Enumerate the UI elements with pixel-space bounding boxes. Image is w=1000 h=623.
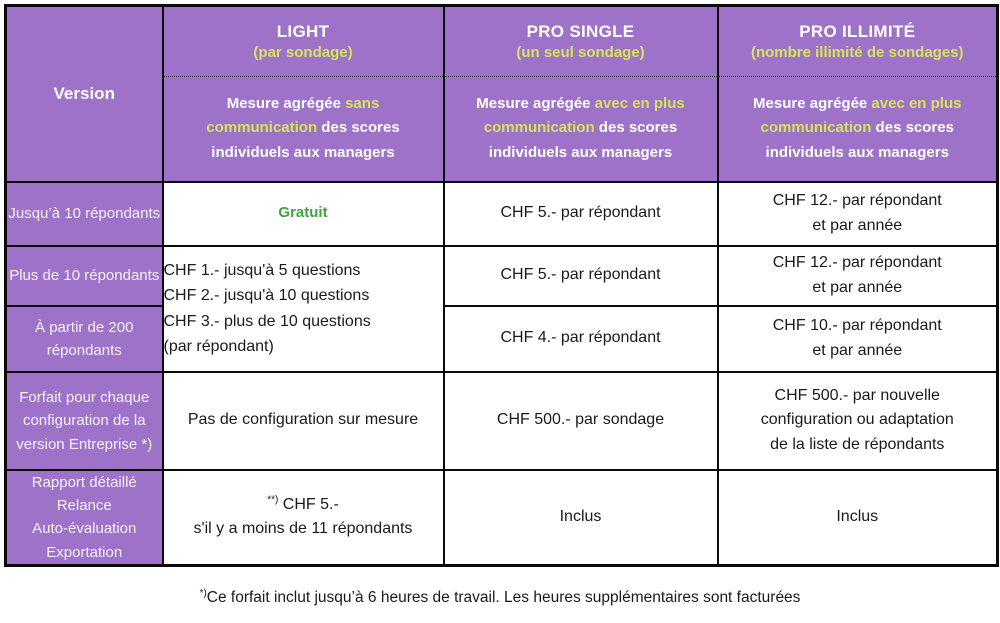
plan-subtitle: (un seul sondage) (516, 44, 645, 61)
row-label: Forfait pour chaque configuration de la … (4, 370, 164, 471)
cell-pro-illimite-r2: CHF 12.- par répondant et par année (716, 244, 999, 307)
row-report-features: Rapport détaillé Relance Auto-évaluation Ex… (4, 468, 999, 567)
price-condition: s'il y a moins de 11 répondants (193, 520, 413, 538)
plan-header-light: LIGHT (par sondage) Mesure agrégée sans … (161, 4, 445, 183)
cell-light-r4: Pas de configuration sur mesure (161, 370, 445, 471)
plan-title: PRO SINGLE (526, 22, 635, 41)
row-more-than-10-respondents: Plus de 10 répondants CHF 1.- jusqu'à 5 … (4, 244, 999, 373)
row-up-to-10-respondents: Jusqu’à 10 répondants Gratuit CHF 5.- pa… (4, 180, 999, 247)
plan-description: Mesure agrégée sans communication des sc… (163, 76, 443, 181)
pricing-table: Version LIGHT (par sondage) Mesure agrég… (4, 4, 999, 567)
desc-highlight: avec en plus communication (483, 95, 685, 137)
cell-pro-single-r1: CHF 5.- par répondant (442, 180, 719, 247)
plan-title: PRO ILLIMITÉ (799, 22, 916, 41)
cell-pro-single-r5: Inclus (442, 468, 719, 567)
row-label: Rapport détaillé Relance Auto-évaluation Ex… (4, 468, 164, 567)
version-header-cell: Version (4, 4, 164, 183)
desc-text: des scores individuels aux managers (765, 119, 954, 161)
cell-light-r1: Gratuit (161, 180, 445, 247)
desc-text: des scores individuels aux managers (211, 119, 400, 161)
cell-pro-single-r2: CHF 5.- par répondant (442, 244, 719, 307)
row-from-200-respondents: À partir de 200 répondants CHF 4.- par r… (4, 304, 999, 373)
desc-highlight: sans communication (206, 95, 380, 137)
desc-text: Mesure agrégée (476, 95, 595, 112)
row-label: Plus de 10 répondants (4, 244, 164, 307)
price-line: **) CHF 5.- (164, 493, 443, 518)
desc-text: des scores individuels aux managers (488, 119, 678, 161)
plan-header-pro-illimite: PRO ILLIMITÉ (nombre illimité de sondage… (716, 4, 999, 183)
plan-header-pro-single: PRO SINGLE (un seul sondage) Mesure agré… (442, 4, 719, 183)
cell-pro-single-r3: CHF 4.- par répondant (442, 304, 719, 373)
plan-title-block: PRO ILLIMITÉ (nombre illimité de sondage… (719, 7, 997, 76)
desc-text: Mesure agrégée (753, 95, 872, 112)
cell-pro-illimite-r5: Inclus (716, 468, 999, 567)
double-asterisk-note: **) (267, 494, 279, 506)
plan-subtitle: (nombre illimité de sondages) (750, 44, 964, 61)
cell-pro-illimite-r4: CHF 500.- par nouvelle configuration ou a… (716, 370, 999, 471)
row-label: Jusqu’à 10 répondants (4, 180, 164, 247)
price-text: CHF 5.- (278, 495, 339, 513)
plan-description: Mesure agrégée avec en plus communicatio… (444, 76, 717, 181)
cell-light-r5: **) CHF 5.- s'il y a moins de 11 réponda… (161, 468, 445, 567)
cell-pro-illimite-r1: CHF 12.- par répondant et par année (716, 180, 999, 247)
plan-description: Mesure agrégée avec en plus communicatio… (718, 76, 996, 181)
cell-pro-illimite-r3: CHF 10.- par répondant et par année (716, 304, 999, 373)
plan-title-block: LIGHT (par sondage) (164, 7, 443, 76)
footnote: *)Ce forfait inclut jusqu’à 6 heures de … (0, 587, 1000, 607)
plan-title: LIGHT (276, 22, 330, 41)
cell-light-merged-r2-r3: CHF 1.- jusqu'à 5 questions CHF 2.- jusqu… (161, 244, 445, 373)
desc-highlight: avec en plus communication (760, 95, 962, 137)
plan-title-block: PRO SINGLE (un seul sondage) (445, 7, 717, 76)
asterisk-note: *) (199, 587, 207, 599)
desc-text: Mesure agrégée (226, 95, 346, 112)
cell-pro-single-r4: CHF 500.- par sondage (442, 370, 719, 471)
row-configuration-fee: Forfait pour chaque configuration de la … (4, 370, 999, 471)
header-row: Version LIGHT (par sondage) Mesure agrég… (4, 4, 999, 183)
row-label: À partir de 200 répondants (4, 304, 164, 373)
footnote-text: Ce forfait inclut jusqu’à 6 heures de tr… (206, 588, 801, 606)
free-badge: Gratuit (278, 204, 328, 222)
plan-subtitle: (par sondage) (253, 44, 353, 61)
